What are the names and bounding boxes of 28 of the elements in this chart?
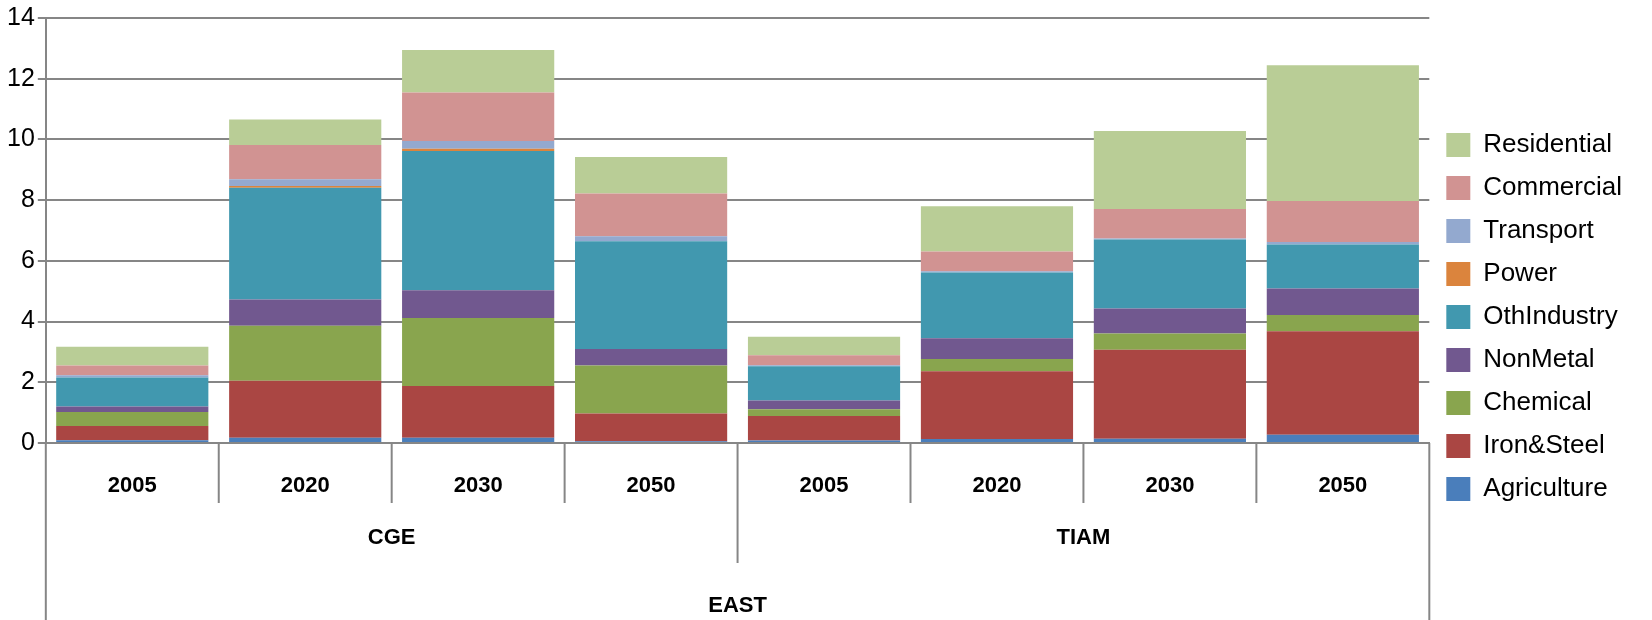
x-tick-label: 2050: [1318, 472, 1368, 498]
x-tick-label: 2050: [626, 472, 676, 498]
y-tick-label: 0: [20, 426, 35, 455]
x-tick-label: 2005: [799, 472, 849, 498]
y-tick-label: 4: [20, 305, 35, 334]
legend-label: Iron&Steel: [1483, 429, 1605, 460]
y-tick-label: 2: [20, 366, 35, 395]
x-tick-label: 2030: [453, 472, 503, 498]
x-tick-label: 2020: [972, 472, 1022, 498]
x-tick-label: 2020: [280, 472, 330, 498]
x-tick-label: 2030: [1145, 472, 1195, 498]
legend-label: Agriculture: [1483, 472, 1608, 503]
legend-label: Chemical: [1483, 386, 1592, 417]
y-tick-label: 14: [7, 1, 35, 30]
legend-label: Commercial: [1483, 171, 1622, 202]
y-tick-label: 10: [7, 123, 35, 152]
y-tick-label: 12: [7, 62, 35, 91]
legend-label: Residential: [1483, 128, 1612, 159]
x-axis-title: EAST: [708, 592, 768, 618]
x-tick-label: 2005: [107, 472, 157, 498]
legend-label: Transport: [1483, 214, 1595, 245]
legend-label: NonMetal: [1483, 343, 1595, 374]
y-tick-label: 8: [20, 184, 35, 213]
legend-label: Power: [1483, 257, 1558, 288]
text: TIAM: [1056, 524, 1111, 550]
text: CGE: [367, 524, 416, 550]
y-tick-label: 6: [20, 244, 35, 273]
legend-label: OthIndustry: [1483, 300, 1618, 331]
